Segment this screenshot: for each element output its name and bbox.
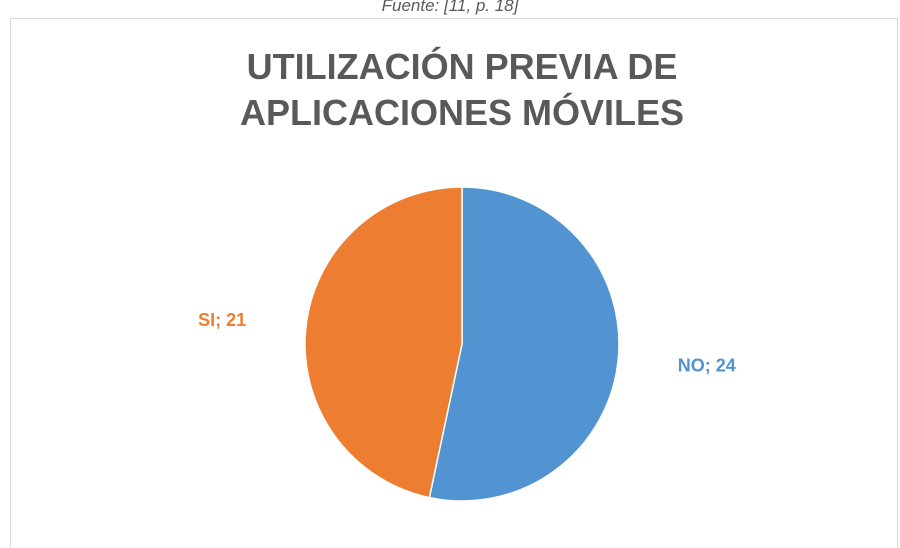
pie-slice [428,186,620,502]
chart-frame [10,18,898,548]
chart-title: UTILIZACIÓN PREVIA DE APLICACIONES MÓVIL… [239,46,685,133]
data-label: NO; 24 [678,355,736,375]
source-caption: Fuente: [11, p. 18] [381,0,519,15]
pie-slice [304,186,463,499]
data-label: SI; 21 [198,310,246,330]
